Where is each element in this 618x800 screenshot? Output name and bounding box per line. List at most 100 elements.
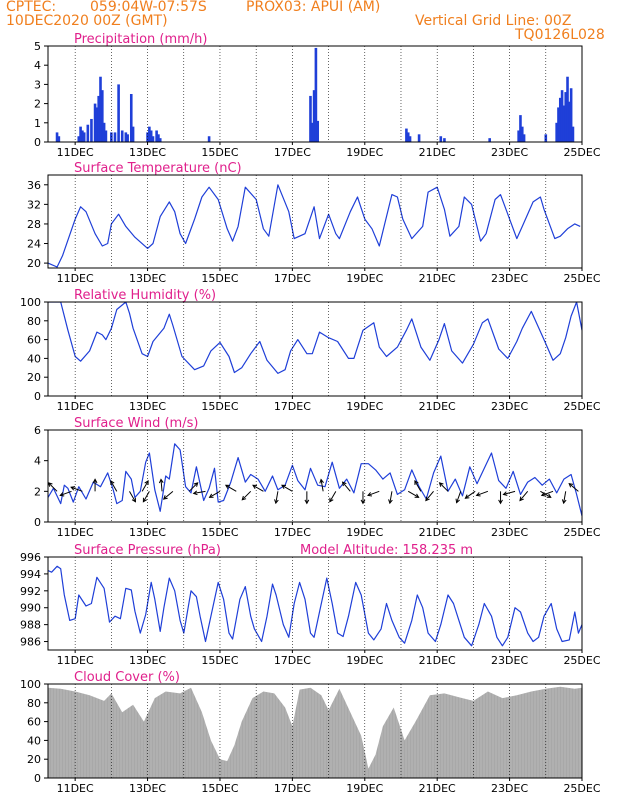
- precipitation-bar: [544, 134, 548, 142]
- series-line: [48, 443, 582, 517]
- y-tick-label: 40: [27, 352, 41, 365]
- x-tick-label: 17DEC: [274, 400, 311, 413]
- x-tick-label: 13DEC: [129, 400, 166, 413]
- wind-arrow-head: [70, 486, 76, 491]
- wind-arrow-shaft: [141, 480, 149, 492]
- wind-arrow-head: [252, 484, 258, 490]
- x-tick-label: 21DEC: [419, 526, 456, 539]
- precipitation-bar: [102, 122, 106, 142]
- x-tick-label: 13DEC: [129, 782, 166, 795]
- y-tick-label: 5: [34, 40, 41, 53]
- wind-arrow: [129, 491, 136, 503]
- wind-arrow: [329, 491, 337, 503]
- x-tick-label: 11DEC: [57, 782, 94, 795]
- wind-arrow-shaft: [129, 491, 136, 502]
- wind-arrow-shaft: [439, 482, 449, 492]
- wind-arrow: [110, 480, 118, 492]
- y-tick-label: 3: [34, 78, 41, 91]
- precipitation-bar: [131, 126, 135, 142]
- y-tick-label: 24: [27, 238, 41, 251]
- precipitation-bar: [79, 126, 82, 142]
- x-tick-label: 11DEC: [57, 272, 94, 285]
- y-tick-label: 4: [34, 59, 41, 72]
- precipitation-bar: [519, 115, 522, 142]
- header-model-code: TQ0126L028: [515, 27, 605, 43]
- x-tick-label: 11DEC: [57, 526, 94, 539]
- y-tick-label: 20: [27, 753, 41, 766]
- wind-arrow: [158, 478, 164, 492]
- wind-arrow-shaft: [329, 491, 337, 502]
- y-tick-label: 20: [27, 257, 41, 270]
- plot-area: [48, 443, 582, 517]
- precipitation-bar: [77, 136, 81, 142]
- precipitation-bar: [158, 138, 162, 142]
- wind-arrow: [192, 490, 206, 496]
- wind-arrow: [367, 490, 380, 497]
- y-tick-label: 20: [27, 371, 41, 384]
- series-line: [48, 565, 582, 647]
- precipitation-bar: [443, 138, 446, 142]
- plot-area: [48, 184, 581, 268]
- x-tick-label: 17DEC: [274, 272, 311, 285]
- precipitation-bar: [405, 128, 408, 142]
- x-tick-label: 15DEC: [201, 400, 238, 413]
- panel-surface-pressure: Surface Pressure (hPa) Model Altitude: 15…: [20, 543, 601, 667]
- wind-arrow-shaft: [519, 491, 529, 501]
- y-tick-label: 36: [27, 179, 41, 192]
- x-tick-label: 25DEC: [563, 146, 600, 159]
- wind-arrow: [319, 478, 324, 492]
- wind-arrow-shaft: [252, 484, 264, 492]
- wind-arrow-head: [274, 499, 279, 505]
- precipitation-bar: [113, 132, 117, 142]
- wind-arrow: [162, 490, 174, 500]
- precipitation-bar: [149, 130, 153, 142]
- wind-arrow: [455, 491, 462, 504]
- series-line: [48, 184, 581, 268]
- precipitation-bar: [117, 84, 120, 142]
- wind-arrow-shaft: [188, 482, 199, 492]
- precipitation-bar: [120, 130, 124, 142]
- wind-arrow: [388, 491, 393, 505]
- wind-arrow: [425, 491, 434, 502]
- precipitation-bar: [124, 132, 128, 142]
- wind-arrow-shaft: [407, 490, 419, 498]
- precipitation-bar: [312, 90, 316, 142]
- wind-arrow-head: [329, 497, 334, 503]
- precipitation-bar: [562, 105, 566, 142]
- x-tick-label: 25DEC: [563, 400, 600, 413]
- plot-area: [55, 47, 575, 142]
- wind-arrow: [407, 490, 420, 498]
- wind-arrow-head: [414, 493, 420, 498]
- wind-arrow-head: [208, 493, 214, 498]
- panel-frame: [47, 683, 583, 779]
- plot-area: [48, 684, 582, 778]
- wind-arrow-shaft: [541, 490, 554, 496]
- wind-arrow-head: [360, 499, 366, 505]
- wind-arrow: [360, 491, 366, 505]
- wind-arrow-head: [162, 495, 168, 500]
- wind-arrow: [540, 490, 554, 497]
- wind-arrow-head: [519, 496, 524, 502]
- wind-arrow: [561, 491, 567, 505]
- x-tick-label: 23DEC: [491, 272, 528, 285]
- precipitation-bar: [560, 90, 564, 142]
- precipitation-bar: [57, 136, 61, 142]
- precipitation-bar: [571, 126, 575, 142]
- x-tick-label: 19DEC: [346, 654, 383, 667]
- header-agency: CPTEC:: [6, 0, 57, 15]
- wind-arrow-head: [425, 496, 430, 502]
- wind-arrow: [438, 482, 449, 492]
- precipitation-bar: [157, 134, 160, 142]
- panel-frame: [47, 429, 583, 523]
- x-tick-label: 21DEC: [419, 146, 456, 159]
- panel-cloud-cover: Cloud Cover (%) 0 20 40 60 80 100 11DEC 13DEC 15D…: [20, 670, 601, 795]
- x-tick-label: 19DEC: [346, 782, 383, 795]
- panel-title: Surface Temperature (nC): [74, 161, 242, 176]
- wind-arrow-head: [464, 494, 470, 499]
- panel-surface-temperature: Surface Temperature (nC) 20 24 28 32 36 11DEC 1…: [27, 161, 601, 285]
- x-tick-label: 25DEC: [563, 272, 600, 285]
- x-tick-label: 19DEC: [346, 272, 383, 285]
- precipitation-bar: [101, 90, 104, 142]
- y-tick-label: 988: [20, 619, 41, 632]
- y-tick-label: 80: [27, 697, 41, 710]
